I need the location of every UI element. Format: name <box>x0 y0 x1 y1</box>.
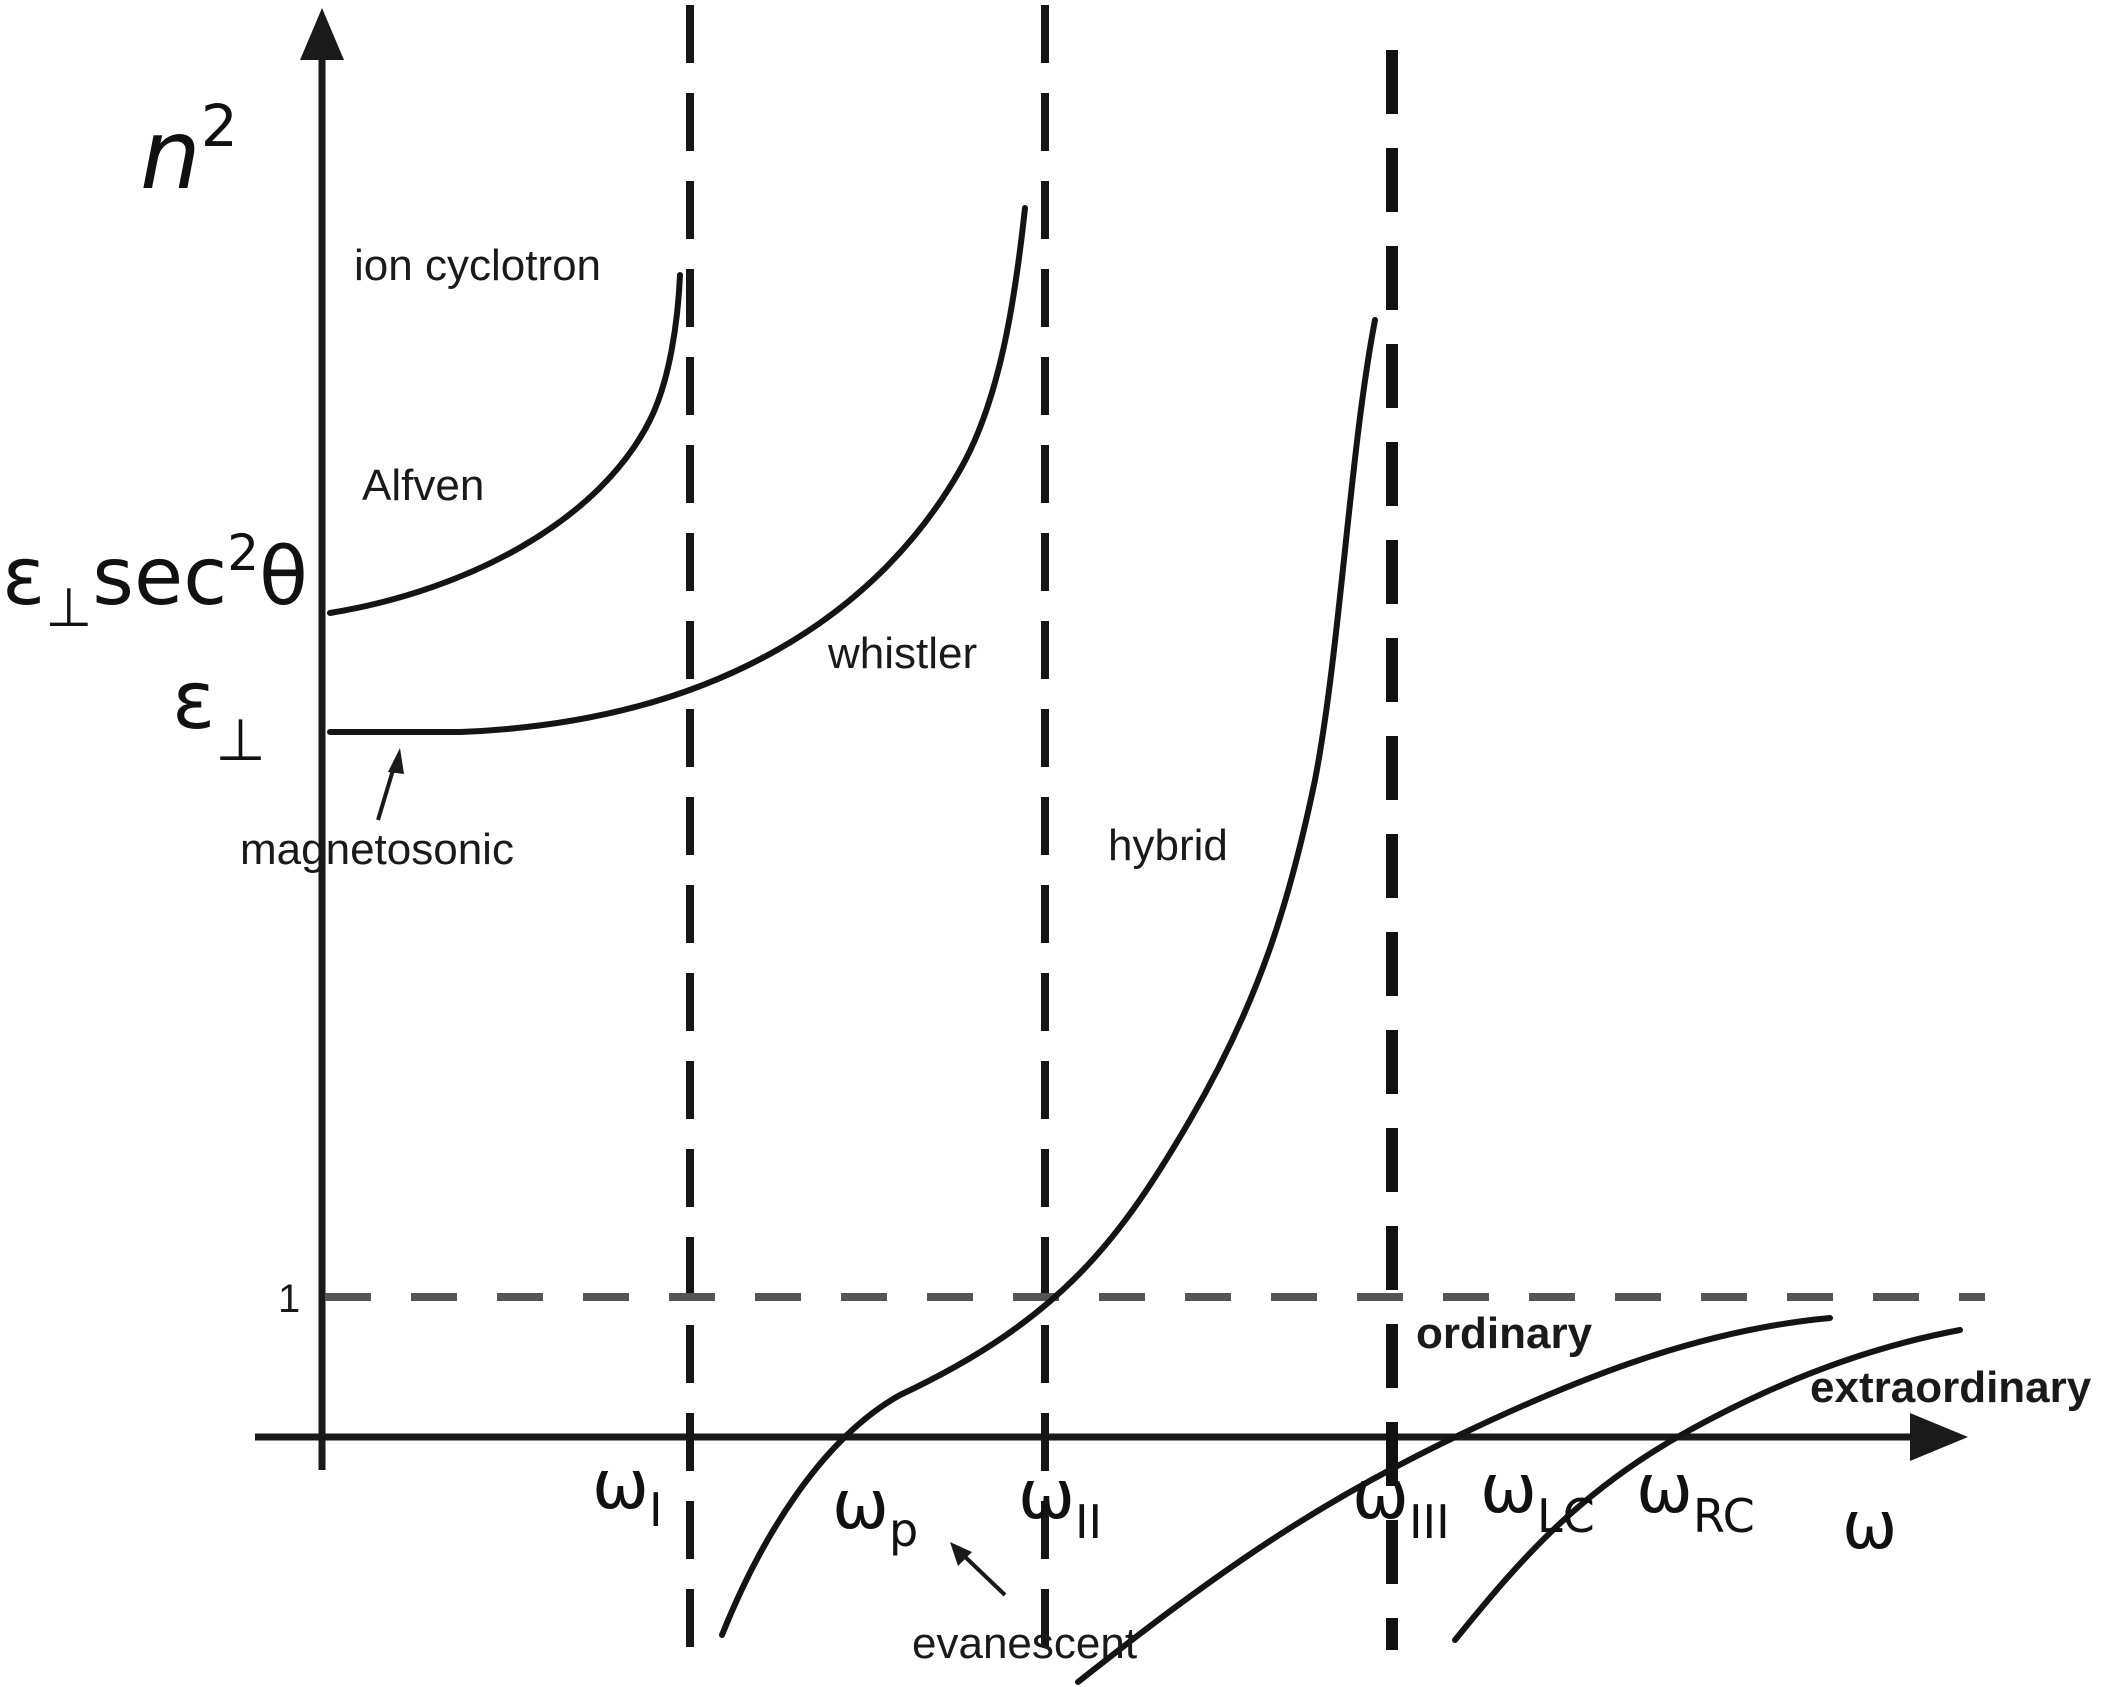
ordinary-curve <box>1075 1315 1833 1685</box>
x-tick-omega-i: ωI <box>592 1446 663 1537</box>
x-tick-omega-lc: ωLC <box>1480 1450 1595 1543</box>
label-hybrid: hybrid <box>1108 821 1228 870</box>
magnetosonic-pointer-head <box>388 748 404 774</box>
y-axis-label: n2 <box>140 92 238 211</box>
extraordinary-curve <box>1452 1327 1963 1643</box>
y-tick-eps: ε⊥ <box>172 654 266 774</box>
y-tick-eps-sec: ε⊥sec2θ <box>2 524 308 639</box>
label-ion-cyclotron: ion cyclotron <box>354 241 601 290</box>
hybrid-curve <box>719 317 1378 1638</box>
evanescent-pointer-head <box>950 1542 972 1566</box>
magnetosonic-whistler-curve <box>327 205 1028 735</box>
alfven-ion-cyclotron-curve <box>327 272 683 616</box>
label-magnetosonic: magnetosonic <box>240 825 514 874</box>
x-axis-label: ω <box>1842 1487 1897 1564</box>
y-tick-one: 1 <box>278 1277 300 1321</box>
x-tick-omega-ii: ωII <box>1018 1456 1102 1549</box>
label-extraordinary: extraordinary <box>1810 1363 2092 1412</box>
y-axis-arrowhead <box>300 8 344 60</box>
x-tick-omega-p: ωp <box>832 1466 918 1557</box>
label-ordinary: ordinary <box>1416 1309 1593 1358</box>
label-whistler: whistler <box>827 629 977 678</box>
x-tick-omega-rc: ωRC <box>1636 1450 1755 1543</box>
x-tick-omega-iii: ωIII <box>1352 1456 1450 1549</box>
label-evanescent: evanescent <box>912 1619 1137 1668</box>
label-alfven: Alfven <box>362 461 484 510</box>
x-axis-arrowhead <box>1910 1413 1968 1461</box>
evanescent-pointer <box>958 1550 1007 1597</box>
